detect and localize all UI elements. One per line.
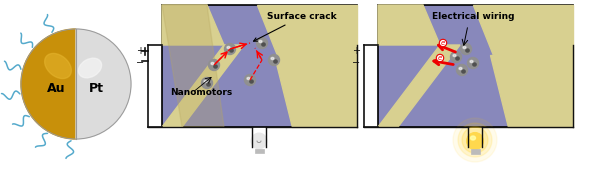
Circle shape (209, 59, 220, 70)
Circle shape (461, 43, 472, 54)
Polygon shape (490, 55, 573, 127)
Ellipse shape (79, 58, 101, 78)
Text: Au: Au (47, 82, 65, 95)
Polygon shape (162, 5, 224, 45)
Circle shape (202, 78, 212, 89)
Text: e: e (441, 40, 445, 46)
Polygon shape (257, 5, 357, 55)
Circle shape (467, 57, 479, 68)
Circle shape (251, 133, 267, 149)
Circle shape (467, 132, 484, 150)
Circle shape (451, 52, 461, 63)
Ellipse shape (259, 40, 262, 43)
Ellipse shape (204, 80, 207, 83)
Polygon shape (274, 55, 357, 127)
Circle shape (245, 75, 256, 86)
Text: −: − (352, 58, 360, 68)
Text: +: + (136, 46, 144, 56)
FancyBboxPatch shape (162, 5, 357, 127)
Text: +: + (352, 46, 360, 56)
Circle shape (257, 38, 268, 49)
Text: Pt: Pt (89, 82, 104, 95)
Ellipse shape (453, 54, 456, 57)
Circle shape (224, 43, 235, 54)
Polygon shape (378, 45, 460, 127)
Ellipse shape (459, 67, 462, 70)
Ellipse shape (274, 60, 277, 63)
Ellipse shape (466, 49, 469, 52)
Polygon shape (378, 5, 440, 45)
Text: −: − (136, 58, 144, 68)
Polygon shape (162, 45, 244, 127)
FancyBboxPatch shape (470, 149, 479, 153)
Ellipse shape (470, 60, 473, 63)
Ellipse shape (462, 70, 465, 73)
Polygon shape (473, 5, 573, 55)
Ellipse shape (470, 136, 476, 140)
Ellipse shape (214, 65, 217, 68)
Circle shape (457, 65, 467, 76)
Text: Nanomotors: Nanomotors (170, 88, 232, 97)
FancyBboxPatch shape (254, 149, 263, 153)
Ellipse shape (262, 43, 265, 46)
Ellipse shape (271, 57, 274, 60)
Text: e: e (438, 55, 442, 61)
Ellipse shape (44, 53, 71, 79)
Ellipse shape (250, 80, 253, 83)
Ellipse shape (473, 63, 476, 66)
Ellipse shape (227, 46, 230, 49)
Circle shape (269, 54, 280, 66)
Circle shape (462, 127, 488, 153)
Polygon shape (162, 5, 224, 127)
Text: Electrical wiring: Electrical wiring (432, 12, 514, 21)
Ellipse shape (207, 83, 210, 86)
Wedge shape (21, 29, 76, 139)
FancyBboxPatch shape (378, 5, 573, 127)
Ellipse shape (247, 77, 250, 80)
Circle shape (458, 123, 492, 157)
Ellipse shape (230, 49, 233, 52)
Ellipse shape (463, 46, 466, 49)
Text: Surface crack: Surface crack (254, 12, 337, 41)
Wedge shape (76, 29, 131, 139)
Circle shape (453, 118, 497, 162)
Ellipse shape (456, 57, 459, 60)
Ellipse shape (211, 62, 214, 65)
